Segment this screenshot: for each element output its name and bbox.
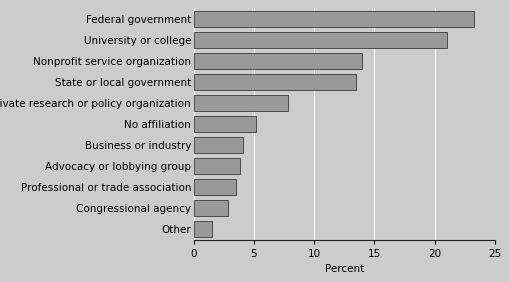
- Bar: [193, 137, 243, 153]
- X-axis label: Percent: Percent: [324, 264, 363, 274]
- Bar: [193, 179, 236, 195]
- Bar: [193, 158, 239, 174]
- Bar: [193, 74, 356, 90]
- Bar: [193, 95, 287, 111]
- Bar: [193, 116, 256, 132]
- Bar: [193, 11, 473, 27]
- Bar: [193, 200, 227, 216]
- Bar: [193, 221, 211, 237]
- Bar: [193, 53, 361, 69]
- Bar: [193, 32, 446, 48]
